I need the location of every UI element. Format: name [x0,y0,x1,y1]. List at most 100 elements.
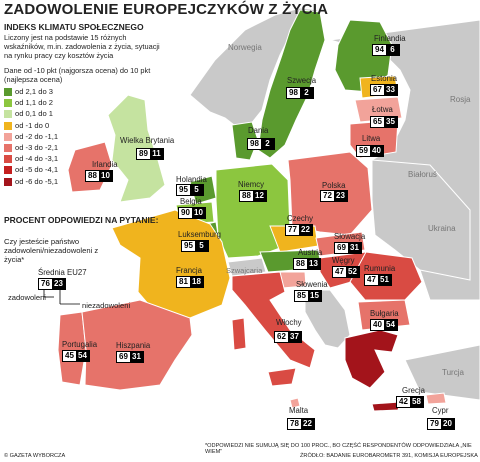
value-box-rumunia: 47 51 [364,274,392,286]
satisfied-value: 78 [288,419,301,429]
country-name-holandia: Holandia [176,175,207,184]
legend-swatch [4,121,12,130]
dissatisfied-value: 10 [192,208,205,218]
satisfied-value: 88 [86,171,99,181]
value-box-finlandia: 94 6 [372,44,400,56]
satisfied-value: 85 [295,291,308,301]
dissatisfied-value: 37 [288,332,301,342]
country-name-grecja: Grecja [402,386,425,395]
satisfied-value: 69 [335,243,348,253]
value-box-wielka-brytania: 89 11 [136,148,164,160]
region-francja [111,209,231,319]
satisfied-value: 95 [182,241,195,251]
country-name-slowacja: Słowacja [334,232,366,241]
country-name-malta: Malta [289,406,309,415]
value-box-luksemburg: 95 5 [181,240,209,252]
country-name-portugalia: Portugalia [62,340,98,349]
legend-scale-note: Dane od -10 pkt (najgorsza ocena) do 10 … [4,66,151,84]
country-name-bulgaria: Bułgaria [370,309,399,318]
region-hiszpania [81,299,193,391]
country-name-francja: Francja [176,266,202,275]
page-title: ZADOWOLENIE EUROPEJCZYKÓW Z ŻYCIA [4,1,329,18]
dissatisfied-value: 54 [384,320,397,330]
dissatisfied-label: niezadowoleni [82,301,131,310]
legend-description: Liczony jest na podstawie 15 różnych wsk… [4,33,160,60]
label-norway: Norwegia [228,43,262,52]
dissatisfied-value: 5 [195,241,208,251]
satisfied-value: 47 [365,275,378,285]
survey-heading: PROCENT ODPOWIEDZI NA PYTANIE: [4,215,159,225]
legend-swatch [4,132,12,141]
dissatisfied-value: 31 [348,243,361,253]
label-russia: Rosja [450,95,471,104]
country-name-litwa: Litwa [362,134,381,143]
satisfied-value: 98 [287,88,300,98]
value-box-cypr: 79 20 [427,418,455,430]
region-dania [231,121,259,161]
satisfied-value: 45 [63,351,76,361]
satisfied-value: 47 [333,267,346,277]
country-name-wlochy: Włochy [276,318,302,327]
region-lotwa [354,96,403,123]
legend-label: od 1,1 do 2 [15,98,54,108]
legend-swatch [4,166,12,175]
dissatisfied-value: 13 [307,259,320,269]
land-turkey [404,344,480,401]
country-name-austria: Austria [298,248,323,257]
dissatisfied-value: 5 [190,185,203,195]
value-box-litwa: 59 40 [356,145,384,157]
dissatisfied-value: 2 [261,139,274,149]
land-balkans [304,289,351,349]
legend-label: od -5 do -4,1 [15,165,59,175]
value-box-belgia: 90 10 [178,207,206,219]
value-box-slowenia: 85 15 [294,290,322,302]
eu-average-box: 76 23 [38,278,66,290]
country-name-wegry: Węgry [332,256,355,265]
footnote: *ODPOWIEDZI NIE SUMUJĄ SIĘ DO 100 PROC.,… [205,443,472,455]
legend-heading: INDEKS KLIMATU SPOŁECZNEGO [4,22,144,32]
country-name-hiszpania: Hiszpania [116,341,151,350]
legend-swatch [4,110,12,119]
legend-label: od -1 do 0 [15,120,50,130]
value-box-szwecja: 98 2 [286,87,314,99]
legend-label: od -2 do -1,1 [15,131,59,141]
dissatisfied-value: 40 [370,146,383,156]
region-wlochy [231,271,316,369]
country-name-wielka-brytania: Wielka Brytania [120,136,175,145]
dissatisfied-value: 6 [386,45,399,55]
region-szwecja [257,9,326,159]
value-box-slowacja: 69 31 [334,242,362,254]
dissatisfied-value: 20 [441,419,454,429]
country-name-dania: Dania [248,126,269,135]
region-grecja-crete [371,401,401,412]
legend-swatch [4,155,12,164]
satisfied-value: 62 [275,332,288,342]
dissatisfied-value: 51 [378,275,391,285]
satisfied-value: 81 [177,277,190,287]
region-malta [289,397,301,409]
legend-label: od -3 do -2,1 [15,143,59,152]
satisfied-value: 90 [179,208,192,218]
label-belarus: Białoruś [408,170,437,179]
value-box-estonia: 67 33 [370,84,398,96]
credit: © GAZETA WYBORCZA [4,453,66,459]
region-cypr [425,392,447,405]
value-box-wegry: 47 52 [332,266,360,278]
value-box-niemcy: 88 12 [239,190,267,202]
value-box-holandia: 95 5 [176,184,204,196]
region-wlochy-sicily [267,367,297,387]
dissatisfied-value: 11 [150,149,163,159]
legend-swatch [4,99,12,108]
satisfied-value: 67 [371,85,384,95]
satisfied-value: 65 [371,117,384,127]
satisfied-value: 59 [357,146,370,156]
satisfied-value: 88 [240,191,253,201]
satisfied-value: 42 [397,397,410,407]
satisfied-value: 77 [286,225,299,235]
dissatisfied-value: 31 [130,352,143,362]
legend-label: od 2,1 do 3 [15,87,54,96]
value-box-wlochy: 62 37 [274,331,302,343]
eu-dissatisfied-value: 23 [52,279,65,289]
dissatisfied-value: 54 [76,351,89,361]
